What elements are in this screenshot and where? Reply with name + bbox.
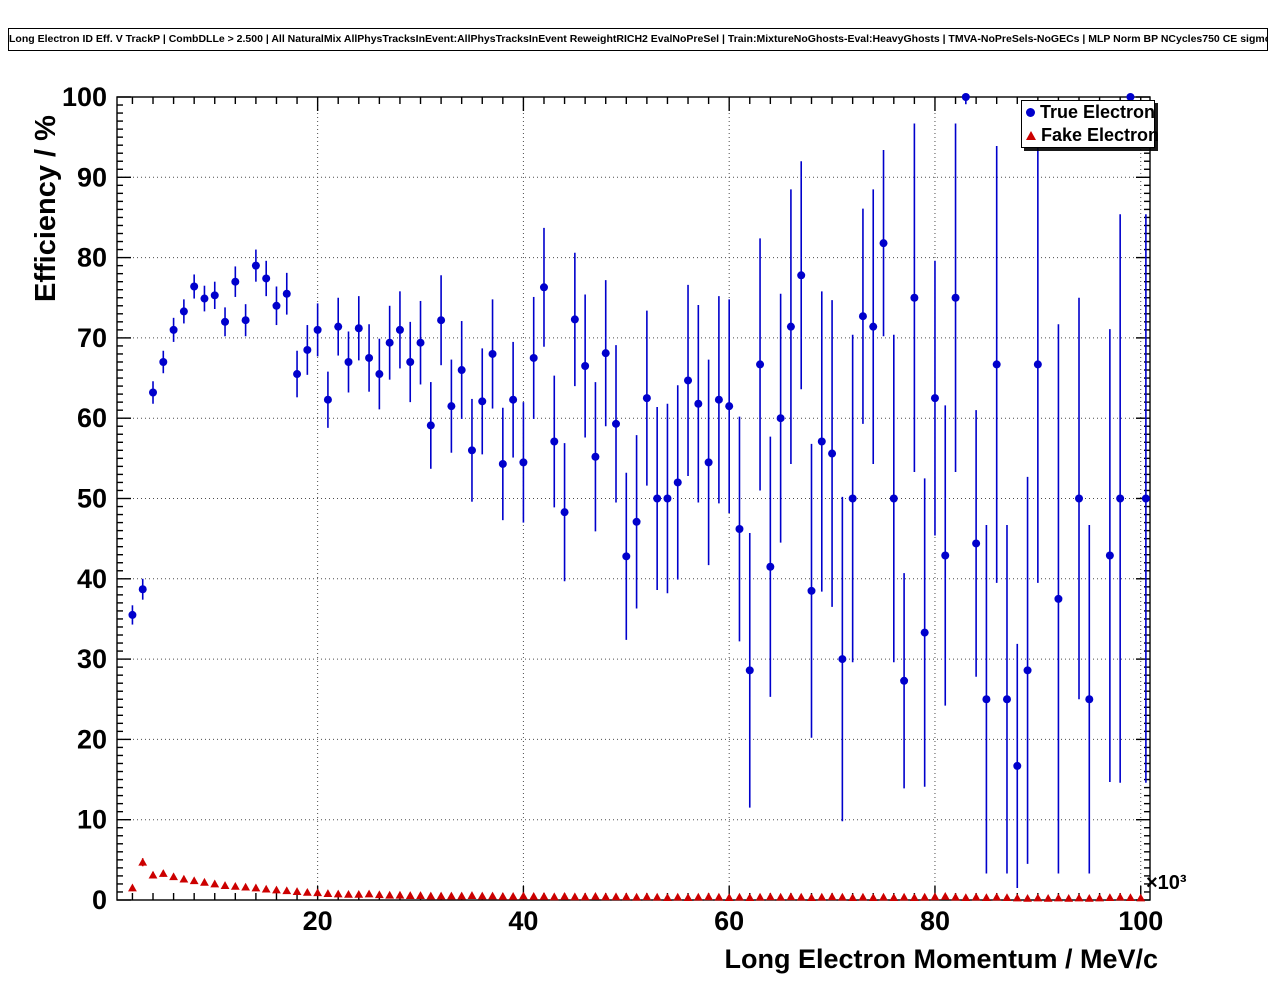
x-axis-exponent: ×10³ — [1146, 872, 1187, 894]
svg-text:60: 60 — [714, 906, 744, 936]
svg-text:100: 100 — [62, 82, 107, 112]
svg-text:90: 90 — [77, 162, 107, 192]
x-axis-title: Long Electron Momentum / MeV/c — [724, 944, 1158, 974]
circle-marker-icon — [1026, 108, 1035, 117]
x-tick-labels: 20 40 60 80 100 — [303, 906, 1164, 936]
legend-label-fake-electron: Fake Electron — [1041, 125, 1160, 145]
svg-text:30: 30 — [77, 644, 107, 674]
svg-text:70: 70 — [77, 323, 107, 353]
legend-item-fake-electron: Fake Electron — [1022, 124, 1159, 147]
true-electron-series — [128, 93, 1150, 888]
y-tick-labels: 0 10 20 30 40 50 60 70 80 90 100 — [62, 82, 107, 915]
svg-text:10: 10 — [77, 805, 107, 835]
fake-electron-series — [128, 857, 1146, 902]
svg-text:40: 40 — [508, 906, 538, 936]
triangle-marker-icon — [1026, 131, 1036, 140]
gridlines — [117, 97, 1150, 900]
axis-ticks — [117, 96, 1150, 901]
svg-text:80: 80 — [920, 906, 950, 936]
svg-text:0: 0 — [92, 885, 107, 915]
svg-text:20: 20 — [303, 906, 333, 936]
plot-title: Long Electron ID Eff. V TrackP | CombDLL… — [8, 28, 1268, 51]
legend-item-true-electron: True Electron — [1022, 101, 1156, 124]
svg-text:50: 50 — [77, 484, 107, 514]
legend-label-true-electron: True Electron — [1040, 102, 1156, 122]
y-axis-title: Efficiency / % — [30, 115, 62, 302]
svg-text:20: 20 — [77, 724, 107, 754]
legend: True Electron Fake Electron — [1021, 100, 1159, 148]
svg-text:60: 60 — [77, 403, 107, 433]
svg-text:100: 100 — [1118, 906, 1163, 936]
svg-text:80: 80 — [77, 243, 107, 273]
svg-text:40: 40 — [77, 564, 107, 594]
